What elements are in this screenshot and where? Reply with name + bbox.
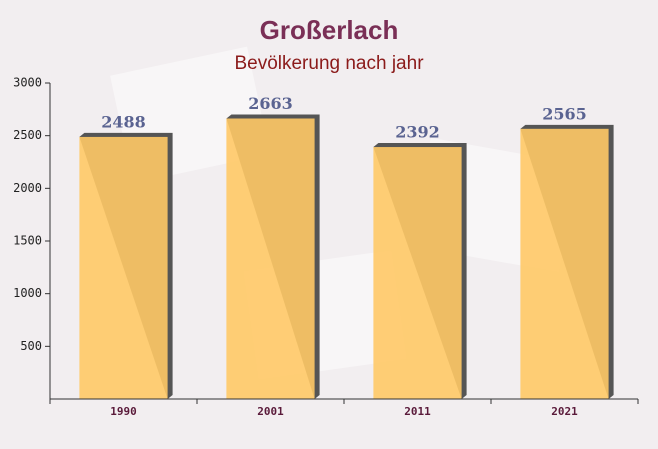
value-label: 2565: [542, 104, 587, 123]
y-tick-label: 1000: [13, 286, 42, 300]
value-label: 2488: [101, 112, 146, 131]
y-tick-label: 500: [20, 339, 42, 353]
bar: [79, 136, 168, 399]
chart-title: Großerlach: [260, 15, 399, 45]
bar: [226, 118, 315, 400]
x-tick-label: 1990: [110, 405, 137, 418]
x-tick-label: 2011: [404, 405, 431, 418]
y-tick-label: 2500: [13, 128, 42, 142]
y-tick-label: 2000: [13, 181, 42, 195]
x-tick-label: 2021: [551, 405, 578, 418]
bar: [520, 128, 609, 399]
bar: [373, 147, 462, 399]
value-label: 2663: [248, 94, 293, 113]
chart-subtitle: Bevölkerung nach jahr: [234, 53, 424, 74]
y-tick-label: 3000: [13, 76, 42, 90]
x-tick-label: 2001: [257, 405, 284, 418]
value-label: 2392: [395, 123, 440, 142]
y-tick-label: 1500: [13, 234, 42, 248]
